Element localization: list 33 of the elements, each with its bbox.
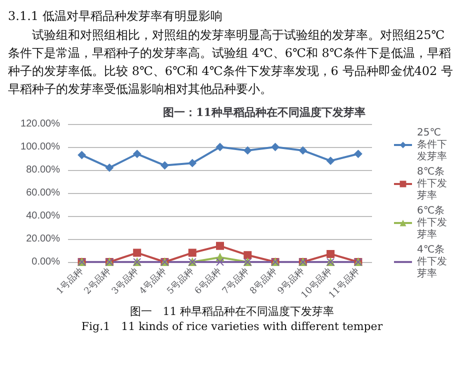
point bbox=[354, 150, 362, 158]
point bbox=[216, 143, 224, 151]
point bbox=[326, 156, 335, 165]
point bbox=[271, 143, 280, 151]
point bbox=[244, 251, 252, 260]
y-tick-label: 100.00% bbox=[20, 142, 60, 152]
point bbox=[105, 164, 114, 172]
point bbox=[298, 146, 307, 154]
chart-title: 图一：11种早稻品种在不同温度下发芽率 bbox=[163, 106, 366, 119]
y-tick-label: 60.00% bbox=[26, 188, 60, 198]
point bbox=[216, 258, 224, 266]
legend-label: 6℃条件下发芽率 bbox=[417, 204, 447, 240]
y-tick-label: 120.00% bbox=[20, 118, 60, 130]
caption: Fig.1 11 kinds of rice varieties with different temper bbox=[80, 319, 384, 334]
y-tick-label: 80.00% bbox=[26, 164, 60, 176]
point bbox=[133, 248, 142, 257]
point bbox=[244, 146, 252, 154]
legend-label: 4℃条件下发芽率 bbox=[417, 244, 447, 280]
legend-label: 25℃条件下发芽率 bbox=[417, 128, 447, 162]
point bbox=[188, 248, 196, 257]
text: 试验组和对照组相比，对照组的发芽率明显高于试验组的发芽率。对照组25℃条件下是常温，早稻种子的发芽率高。试验组 4℃、6℃和 8℃条件下是低温，早稻种子的发芽率低。比较 8℃、6℃和 4℃条件下发芽率发现，6 号品种即金优402 号早稻种子的发芽率受低温影响相对其他品种要小。 bbox=[8, 27, 454, 98]
y-tick-label: 0.00% bbox=[32, 256, 60, 268]
text: 图一 11 种早稻品种在不同温度下发芽率 bbox=[128, 304, 336, 319]
point bbox=[326, 250, 335, 258]
point bbox=[78, 151, 86, 160]
point bbox=[133, 150, 142, 158]
point bbox=[216, 242, 224, 250]
y-tick-label: 40.00% bbox=[26, 210, 60, 222]
point bbox=[160, 161, 169, 170]
y-tick-label: 20.00% bbox=[26, 234, 60, 244]
text: 3.1.1 低温对早稻品种发芽率有明显影响 bbox=[8, 8, 224, 24]
legend-label: 8℃条件下发芽率 bbox=[417, 166, 447, 202]
point bbox=[188, 159, 196, 168]
